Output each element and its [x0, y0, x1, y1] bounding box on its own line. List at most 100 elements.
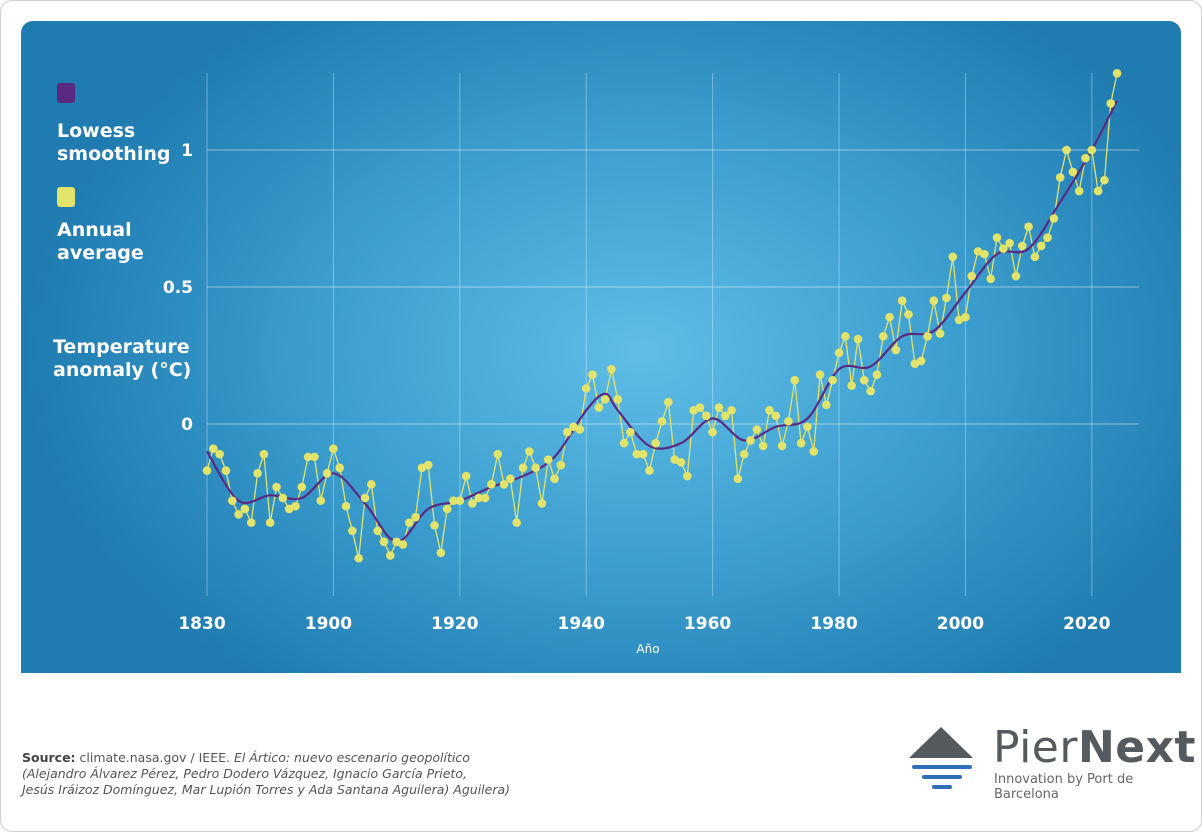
y-tick-label: 1: [181, 141, 193, 161]
annual-average-point: [695, 403, 705, 412]
x-tick-label: 1900: [305, 614, 352, 634]
annual-average-point: [518, 463, 528, 473]
annual-average-point: [999, 244, 1008, 253]
annual-average-point: [525, 447, 534, 456]
annual-average-point: [506, 474, 515, 484]
annual-average-point: [1024, 222, 1033, 232]
annual-average-point: [885, 312, 894, 322]
annual-average-point: [916, 356, 926, 366]
annual-average-point: [316, 496, 326, 506]
annual-average-point: [234, 510, 243, 519]
annual-average-point: [752, 425, 762, 434]
annual-average-point: [310, 452, 319, 462]
annual-average-point: [1043, 233, 1052, 242]
annual-average-point: [1106, 99, 1116, 108]
annual-average-point: [404, 518, 414, 527]
annual-average-point: [1030, 252, 1040, 262]
annual-average-point: [859, 375, 869, 385]
annual-average-point: [1005, 238, 1014, 248]
annual-average-point: [581, 384, 591, 393]
x-tick-label: 1960: [684, 614, 731, 634]
annual-average-point: [739, 449, 749, 459]
x-tick-label: 1940: [558, 614, 605, 634]
legend-smooth: Lowess smoothing: [57, 120, 170, 166]
annual-average-point: [291, 501, 300, 511]
annual-average-point: [1074, 186, 1084, 196]
annual-average-point: [777, 441, 787, 451]
annual-average-point: [923, 332, 932, 341]
y-axis-label-1: Temperature: [53, 336, 190, 358]
annual-average-point: [480, 493, 490, 503]
annual-average-point: [600, 395, 610, 404]
annual-average-point: [891, 345, 901, 355]
legend-annual: Annual average: [57, 219, 144, 265]
annual-average-point: [442, 504, 452, 514]
annual-average-point: [613, 395, 623, 404]
annual-average-point: [980, 249, 989, 259]
annual-average-point: [303, 452, 313, 462]
annual-average-point: [626, 427, 635, 437]
annual-average-point: [556, 460, 566, 470]
x-tick-label: 2020: [1063, 614, 1110, 634]
annual-average-point: [1087, 145, 1097, 155]
annual-average-point: [531, 463, 540, 473]
annual-average-point: [841, 332, 850, 341]
logo-next: Next: [1077, 722, 1197, 773]
x-tick-label: 1830: [178, 614, 225, 634]
annual-average-point: [265, 518, 275, 527]
annual-average-point: [619, 438, 629, 448]
annual-average-point: [455, 496, 465, 506]
annual-average-point: [202, 466, 212, 475]
source-title: El Ártico: nuevo escenario geopolítico: [233, 750, 470, 765]
annual-average-point: [1100, 175, 1109, 185]
legend-swatch-annual: [57, 187, 75, 207]
x-tick-label: 1980: [810, 614, 857, 634]
annual-average-point: [929, 296, 939, 306]
source-text: climate.nasa.gov / IEEE.: [75, 750, 234, 765]
annual-average-point: [765, 406, 774, 415]
source-label: Source:: [22, 750, 76, 765]
annual-average-point: [385, 551, 395, 560]
annual-average-point: [348, 526, 357, 536]
annual-average-point: [461, 471, 471, 481]
annual-average-point: [758, 441, 768, 451]
annual-average-point: [594, 403, 604, 412]
logo-tagline: Innovation by Port de Barcelona: [994, 772, 1134, 802]
chart-panel: 1830 1900 1920 1940 1960 1980 2000 2020 0 0.5 1 Año…: [21, 21, 1181, 673]
annual-average-point: [727, 406, 736, 415]
y-axis-label: Temperature anomaly (°C): [53, 336, 191, 382]
annual-average-point: [575, 425, 585, 434]
annual-average-point: [1081, 153, 1090, 163]
annual-average-point: [866, 386, 875, 396]
legend-smooth-label: Lowess: [57, 120, 136, 142]
annual-average-point: [664, 397, 673, 407]
annual-average-point: [746, 436, 755, 445]
annual-average-point: [398, 540, 408, 549]
annual-average-point: [329, 444, 338, 453]
annual-average-point: [259, 449, 269, 459]
piernext-logo-icon: [909, 727, 973, 789]
annual-average-point: [853, 334, 863, 344]
legend-smooth-label-2: smoothing: [57, 143, 171, 165]
annual-average-point: [878, 332, 888, 341]
annual-average-point: [430, 521, 439, 530]
annual-average-point: [607, 364, 616, 374]
annual-average-point: [209, 444, 218, 453]
annual-average-point: [335, 463, 345, 473]
annual-average-point: [948, 252, 958, 262]
annual-average-point: [708, 427, 717, 437]
annual-average-point: [360, 493, 370, 503]
annual-average-point: [632, 449, 642, 459]
annual-average-point: [809, 447, 819, 456]
annual-average-point: [1011, 271, 1021, 281]
annual-average-point: [790, 375, 800, 385]
annual-average-point: [550, 474, 559, 484]
annual-average-point: [1062, 145, 1071, 155]
annual-average-point: [493, 449, 503, 459]
annual-average-point: [1055, 173, 1065, 182]
piernext-logo-text: PierNext: [993, 722, 1196, 773]
annual-average-point: [1093, 186, 1103, 196]
annual-average-point: [651, 438, 661, 448]
annual-average-point: [784, 416, 793, 426]
annual-average-point: [1017, 241, 1027, 251]
